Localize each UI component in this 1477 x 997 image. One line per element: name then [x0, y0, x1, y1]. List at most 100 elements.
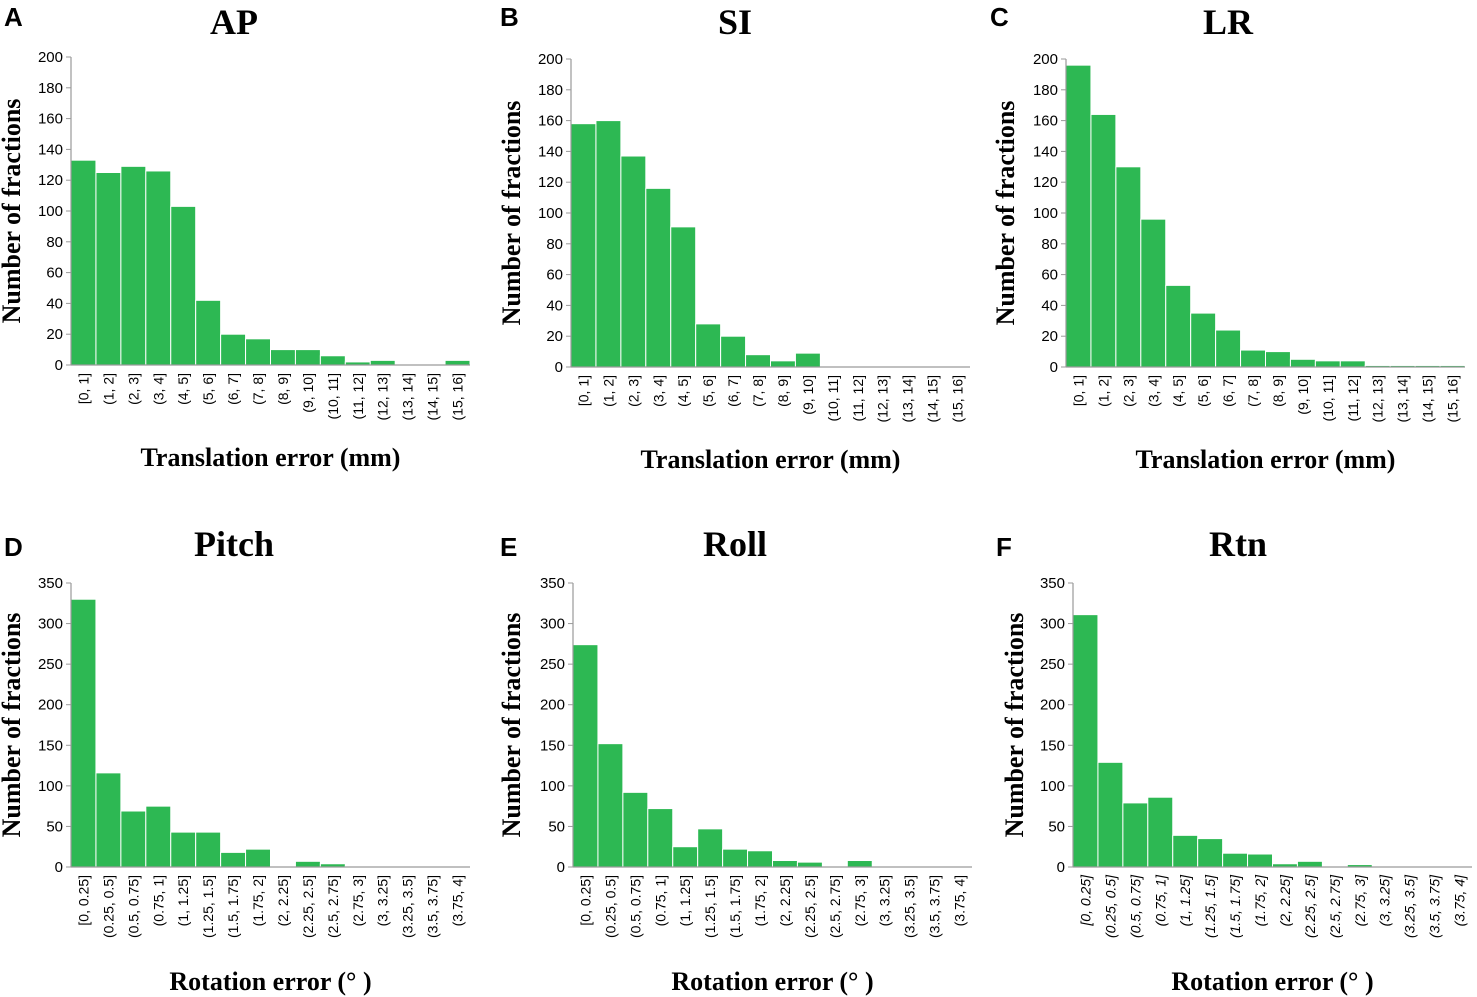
y-tick-label: 200 — [38, 49, 63, 66]
x-tick-label: (1.75, 2] — [752, 875, 768, 926]
y-tick-label: 350 — [38, 575, 63, 592]
x-tick-label: (4, 5] — [1170, 375, 1186, 407]
y-tick-label: 250 — [540, 656, 565, 673]
x-tick-label: (3, 4] — [650, 375, 666, 407]
y-tick-label: 120 — [38, 172, 63, 189]
x-tick-label: (6, 7] — [225, 373, 241, 405]
bar — [95, 772, 122, 868]
x-tick-label: (13, 14] — [900, 375, 916, 422]
bar — [772, 860, 798, 868]
x-tick-label: (4, 5] — [675, 375, 691, 407]
bar — [1265, 351, 1291, 368]
x-tick-label: (10, 11] — [325, 373, 341, 419]
y-tick-label: 180 — [38, 80, 63, 97]
x-tick-label: (1.75, 2] — [250, 875, 266, 926]
chart-panel-c: C LR 0 20 40 60 80 100 120 140 160 180 200 [0, 1] (1, … — [990, 2, 1466, 474]
x-tick-label: (1, 1.25] — [175, 875, 191, 926]
y-tick-label: 250 — [1040, 656, 1065, 673]
x-tick-label: (1.5, 1.75] — [225, 875, 241, 938]
x-tick-label: (9, 10] — [800, 375, 816, 415]
x-tick-label: (0.75, 1] — [1152, 874, 1168, 926]
x-tick-label: (3, 4] — [150, 373, 166, 405]
x-tick-label: (0.5, 0.75] — [627, 875, 643, 938]
y-tick-label: 120 — [1033, 174, 1058, 191]
bar — [1122, 802, 1149, 868]
panel-letter: D — [4, 532, 23, 562]
x-tick-label: (15, 16] — [450, 373, 466, 420]
y-tick-label: 60 — [46, 265, 63, 282]
bar — [145, 805, 172, 868]
y-tick-label: 200 — [1033, 51, 1058, 68]
x-axis-label: Translation error (mm) — [1136, 445, 1396, 474]
bar — [1115, 166, 1142, 368]
bar — [245, 848, 271, 868]
bar — [597, 743, 624, 868]
bar — [1215, 329, 1242, 368]
x-tick-label: (2, 3] — [1120, 375, 1136, 407]
bar — [70, 159, 97, 366]
x-tick-label: (14, 15] — [1420, 375, 1436, 422]
bar — [647, 808, 674, 868]
chart-title: SI — [718, 2, 752, 42]
x-tick-label: (3, 4] — [1145, 375, 1161, 407]
x-tick-label: (2, 3] — [125, 373, 141, 405]
y-tick-label: 180 — [1033, 82, 1058, 99]
x-tick-label: (13, 14] — [400, 373, 416, 420]
x-axis-label: Rotation error (° ) — [1171, 967, 1373, 996]
bar — [1165, 284, 1192, 368]
x-tick-label: [0, 1] — [1070, 375, 1086, 406]
x-tick-label: (14, 15] — [425, 373, 441, 420]
y-tick-label: 250 — [38, 656, 63, 673]
y-tick-label: 80 — [1041, 236, 1058, 253]
x-tick-label: (1, 1.25] — [677, 875, 693, 926]
x-tick-label: (13, 14] — [1395, 375, 1411, 422]
x-tick-label: (1, 1.25] — [1177, 874, 1193, 926]
bar — [1090, 113, 1117, 368]
bar — [369, 359, 396, 366]
x-tick-label: (6, 7] — [1220, 375, 1236, 407]
bar — [1289, 358, 1316, 368]
bar — [747, 850, 773, 868]
bar — [1072, 614, 1099, 868]
x-tick-label: (2, 2.25] — [777, 875, 793, 926]
bar — [1314, 360, 1341, 368]
y-tick-label: 0 — [55, 357, 63, 374]
x-tick-label: (2.75, 3] — [1352, 874, 1368, 926]
x-tick-label: (3.25, 3.5] — [902, 875, 918, 938]
x-tick-label: (0.75, 1] — [150, 875, 166, 926]
x-tick-label: (2.75, 3] — [350, 875, 366, 926]
y-tick-label: 40 — [46, 295, 63, 312]
y-tick-label: 100 — [38, 203, 63, 220]
y-axis-label: Number of fractions — [1000, 613, 1029, 838]
x-tick-label: (2.5, 2.75] — [1327, 874, 1343, 938]
x-tick-label: (3.75, 4] — [952, 875, 968, 926]
bar — [1197, 838, 1224, 868]
bar — [220, 333, 247, 366]
bar — [95, 172, 122, 366]
y-tick-label: 0 — [1050, 359, 1058, 376]
x-tick-label: (3.5, 3.75] — [927, 875, 943, 938]
x-tick-label: (10, 11] — [825, 375, 841, 421]
bar — [622, 791, 649, 868]
y-axis-label: Number of fractions — [497, 613, 526, 838]
x-axis-label: Rotation error (° ) — [169, 967, 371, 996]
bar — [170, 831, 197, 868]
x-tick-label: (12, 13] — [1370, 375, 1386, 422]
x-tick-label: (0.25, 0.5] — [100, 875, 116, 938]
x-tick-label: (14, 15] — [925, 375, 941, 422]
chart-panel-e: E Roll 0 50 100 150 200 250 300 350 [0, 0.25] (0.25… — [497, 524, 972, 996]
y-tick-label: 40 — [1041, 297, 1058, 314]
x-tick-label: (3.5, 3.75] — [1427, 874, 1443, 938]
panel-letter: C — [990, 2, 1009, 32]
y-tick-label: 80 — [546, 236, 563, 253]
bar — [70, 598, 97, 868]
chart-title: AP — [210, 2, 258, 42]
y-tick-label: 100 — [38, 778, 63, 795]
bar — [1140, 218, 1167, 368]
chart-panel-a: A AP 0 20 40 60 80 100 120 140 160 180 200 [0, 1] (1, … — [0, 2, 471, 472]
panel-letter: E — [500, 532, 517, 562]
x-tick-label: (0.75, 1] — [652, 875, 668, 926]
x-tick-label: (2.25, 2.5] — [300, 875, 316, 938]
x-tick-label: (0.25, 0.5] — [1102, 874, 1118, 938]
x-tick-label: (2.25, 2.5] — [1302, 874, 1318, 938]
